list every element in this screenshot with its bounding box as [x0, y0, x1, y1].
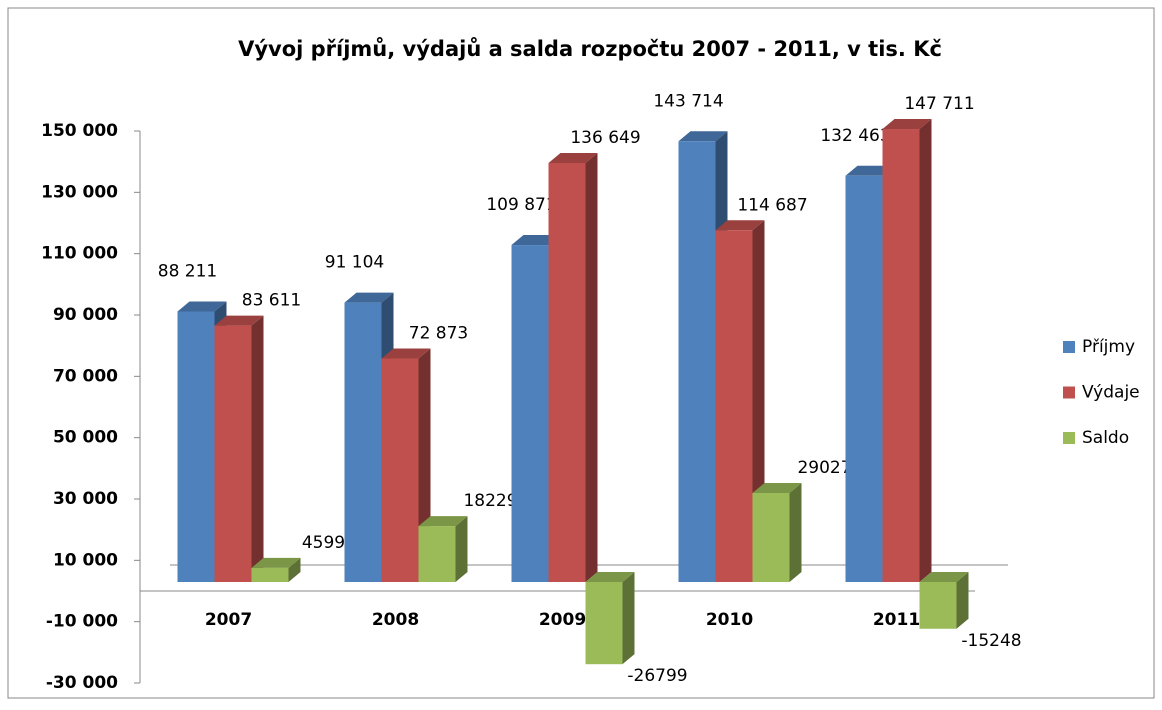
legend-swatch — [1063, 341, 1075, 353]
y-tick-label: -30 000 — [46, 673, 118, 693]
bar — [214, 315, 264, 582]
legend-swatch — [1063, 432, 1075, 444]
legend-label: Saldo — [1082, 428, 1129, 448]
x-tick-label: 2010 — [706, 610, 753, 630]
value-label: 132 463 — [820, 126, 890, 146]
value-label: 109 871 — [486, 195, 556, 215]
value-label: 72 873 — [409, 324, 468, 344]
bar — [585, 572, 635, 665]
value-label: 114 687 — [737, 195, 807, 215]
value-label: 4599 — [302, 533, 345, 553]
value-label: 83 611 — [242, 291, 301, 311]
value-label: 143 714 — [653, 91, 723, 111]
bar — [919, 572, 969, 629]
value-label: 88 211 — [158, 261, 217, 281]
y-tick-label: 110 000 — [41, 244, 118, 264]
y-tick-label: 50 000 — [53, 428, 118, 448]
y-tick-label: 30 000 — [53, 489, 118, 509]
x-tick-label: 2007 — [205, 610, 252, 630]
y-tick-label: 130 000 — [41, 182, 118, 202]
chart-title: Vývoj příjmů, výdajů a salda rozpočtu 20… — [238, 37, 942, 61]
y-tick-label: 10 000 — [53, 550, 118, 570]
y-tick-label: 150 000 — [41, 121, 118, 141]
bar — [418, 516, 468, 582]
y-tick-label: 70 000 — [53, 366, 118, 386]
value-label: 136 649 — [570, 128, 640, 148]
x-tick-label: 2008 — [372, 610, 419, 630]
bar — [548, 152, 598, 583]
legend-swatch — [1063, 386, 1075, 399]
legend-label: Výdaje — [1082, 383, 1140, 403]
x-tick-label: 2011 — [873, 610, 920, 630]
bar — [882, 119, 932, 583]
value-label: 91 104 — [325, 253, 384, 273]
y-tick-label: 90 000 — [53, 305, 118, 325]
y-tick-label: -10 000 — [46, 612, 118, 632]
value-label: -15248 — [961, 631, 1021, 651]
legend-label: Příjmy — [1082, 337, 1135, 357]
value-label: -26799 — [627, 666, 687, 686]
x-tick-label: 2009 — [539, 610, 586, 630]
value-label: 29027 — [797, 458, 851, 478]
bar — [251, 557, 301, 582]
bar — [752, 482, 802, 582]
value-label: 18229 — [463, 491, 517, 511]
value-label: 147 711 — [904, 94, 974, 114]
